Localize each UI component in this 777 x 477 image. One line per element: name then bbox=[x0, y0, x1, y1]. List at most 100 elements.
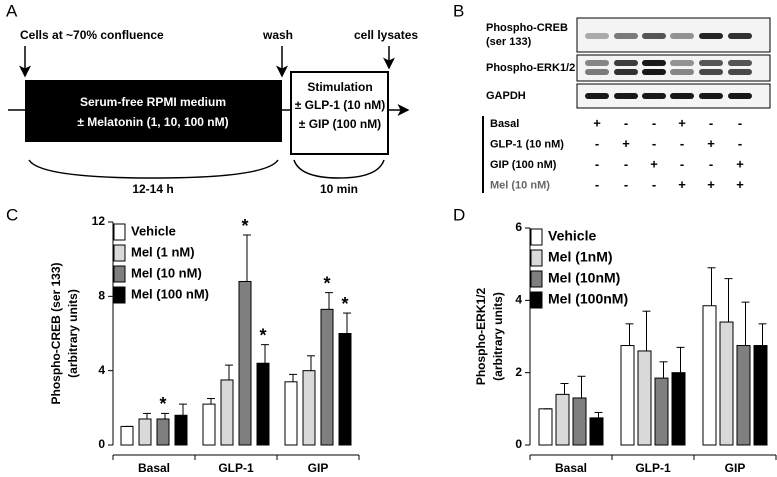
condition-label: Mel (10 nM) bbox=[490, 179, 550, 191]
condition-sign: - bbox=[680, 136, 684, 151]
significance: * bbox=[259, 325, 266, 345]
x-tick-label: GIP bbox=[308, 461, 329, 475]
condition-sign: - bbox=[595, 177, 599, 192]
condition-sign: - bbox=[652, 136, 656, 151]
bar bbox=[753, 345, 768, 446]
band bbox=[585, 93, 609, 99]
band bbox=[585, 60, 609, 66]
condition-sign: - bbox=[738, 136, 742, 151]
band bbox=[642, 69, 666, 75]
condition-sign: + bbox=[736, 156, 744, 171]
x-tick-label: GIP bbox=[725, 461, 746, 475]
x-tick-label: Basal bbox=[138, 461, 170, 475]
y-axis-label: (arbitrary units) bbox=[66, 289, 80, 378]
blot-label: Phospho-ERK1/2 bbox=[486, 62, 575, 74]
significance: * bbox=[241, 216, 248, 236]
condition-label: GIP (100 nM) bbox=[490, 159, 557, 171]
step-label: Cells at ~70% confluence bbox=[20, 28, 164, 42]
bar bbox=[284, 381, 298, 446]
panel-a: A Cells at ~70% confluence wash cell lys… bbox=[6, 1, 464, 196]
step-label: wash bbox=[262, 28, 293, 42]
band bbox=[642, 60, 666, 66]
medium-text: ± Melatonin (1, 10, 100 nM) bbox=[77, 115, 228, 129]
condition-sign: + bbox=[736, 177, 744, 192]
legend-swatch bbox=[530, 270, 543, 288]
band bbox=[614, 69, 638, 75]
condition-sign: - bbox=[709, 156, 713, 171]
bar bbox=[637, 350, 652, 446]
bar bbox=[555, 393, 570, 446]
bar bbox=[572, 397, 587, 446]
bar bbox=[338, 333, 352, 446]
duration: 10 min bbox=[320, 182, 358, 196]
condition-sign: - bbox=[595, 136, 599, 151]
y-tick-label: 2 bbox=[515, 365, 522, 379]
bar bbox=[138, 418, 152, 446]
bar bbox=[620, 345, 635, 446]
condition-sign: + bbox=[707, 177, 715, 192]
condition-sign: - bbox=[652, 177, 656, 192]
significance: * bbox=[341, 294, 348, 314]
band bbox=[585, 33, 609, 39]
y-tick-label: 4 bbox=[98, 363, 105, 377]
band bbox=[670, 69, 694, 75]
legend-label: Mel (100nM) bbox=[548, 291, 628, 307]
brace bbox=[293, 159, 385, 179]
panel-letter: A bbox=[6, 1, 18, 20]
condition-sign: - bbox=[652, 115, 656, 130]
band bbox=[614, 60, 638, 66]
y-axis-label: Phospho-CREB (ser 133) bbox=[49, 262, 63, 404]
band bbox=[699, 93, 723, 99]
x-tick-label: GLP-1 bbox=[635, 461, 671, 475]
stimulation-text: ± GIP (100 nM) bbox=[299, 117, 381, 131]
legend-swatch bbox=[113, 244, 126, 262]
band bbox=[670, 33, 694, 39]
legend-swatch bbox=[530, 291, 543, 309]
significance: * bbox=[159, 394, 166, 414]
bar bbox=[238, 280, 252, 446]
bar bbox=[589, 417, 604, 446]
legend-swatch bbox=[113, 286, 126, 304]
bar bbox=[719, 321, 734, 446]
x-tick-label: Basal bbox=[555, 461, 587, 475]
x-tick-label: GLP-1 bbox=[218, 461, 254, 475]
condition-sign: - bbox=[738, 115, 742, 130]
condition-sign: + bbox=[622, 136, 630, 151]
band bbox=[585, 69, 609, 75]
bar bbox=[202, 403, 216, 446]
legend-label: Vehicle bbox=[131, 223, 176, 238]
band bbox=[728, 33, 752, 39]
blot bbox=[576, 54, 771, 82]
bar bbox=[220, 379, 234, 446]
bar bbox=[736, 345, 751, 446]
condition-sign: - bbox=[624, 177, 628, 192]
condition-sign: - bbox=[624, 115, 628, 130]
bar bbox=[120, 425, 134, 446]
condition-sign: - bbox=[709, 115, 713, 130]
blot-label: (ser 133) bbox=[486, 36, 532, 48]
legend-label: Mel (1nM) bbox=[548, 249, 613, 265]
medium-text: Serum-free RPMI medium bbox=[80, 95, 226, 109]
legend-swatch bbox=[530, 249, 543, 267]
bar bbox=[702, 305, 717, 446]
condition-sign: - bbox=[595, 156, 599, 171]
legend-label: Mel (100 nM) bbox=[131, 286, 209, 301]
bar bbox=[654, 377, 669, 446]
band bbox=[699, 33, 723, 39]
legend-swatch bbox=[113, 223, 126, 241]
legend-label: Mel (10nM) bbox=[548, 270, 620, 286]
y-axis-label: (arbitrary units) bbox=[491, 292, 505, 381]
stimulation-text: Stimulation bbox=[307, 80, 372, 94]
stimulation-text: ± GLP-1 (10 nM) bbox=[295, 98, 386, 112]
condition-sign: + bbox=[593, 115, 601, 130]
bar bbox=[174, 414, 188, 446]
bar bbox=[671, 372, 686, 446]
band bbox=[614, 33, 638, 39]
bar bbox=[256, 362, 270, 446]
band bbox=[614, 93, 638, 99]
condition-label: Basal bbox=[490, 118, 519, 130]
legend-swatch bbox=[113, 265, 126, 283]
panel-letter: C bbox=[6, 205, 18, 224]
y-axis-label: Phospho-ERK1/2 bbox=[474, 288, 488, 386]
